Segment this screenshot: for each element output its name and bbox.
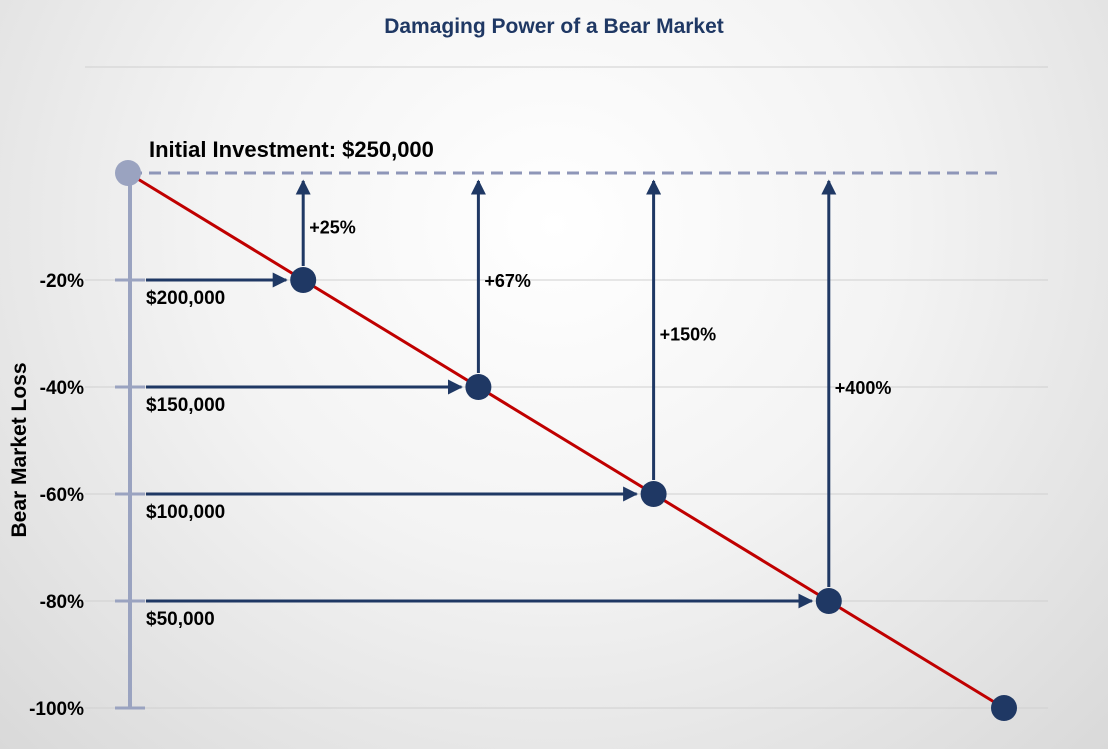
y-tick-labels: -20% -40% -60% -80% -100%: [29, 271, 84, 720]
recovery-label: +150%: [660, 325, 717, 345]
y-tick-label: -80%: [40, 592, 84, 613]
recovery-label: +67%: [484, 271, 531, 291]
value-label: $200,000: [146, 288, 225, 309]
y-axis-label: Bear Market Loss: [8, 362, 31, 537]
end-point: [991, 695, 1017, 721]
value-label: $100,000: [146, 502, 225, 523]
y-tick-label: -60%: [40, 485, 84, 506]
chart-title: Damaging Power of a Bear Market: [384, 15, 724, 38]
data-point: [465, 374, 492, 400]
start-point: [115, 160, 141, 186]
recovery-label: +25%: [309, 218, 356, 238]
value-label: $150,000: [146, 395, 225, 416]
value-label: $50,000: [146, 609, 215, 630]
data-point: [815, 588, 842, 614]
loss-line: [127, 171, 1005, 710]
data-point: [640, 481, 667, 507]
y-tick-label: -20%: [40, 271, 84, 292]
initial-investment-label: Initial Investment: $250,000: [149, 137, 434, 162]
recovery-label: +400%: [835, 378, 892, 398]
y-tick-label: -100%: [29, 699, 84, 720]
y-tick-label: -40%: [40, 378, 84, 399]
value-axis: [115, 173, 145, 710]
chart-marks: $200,000 +25% $150,000 +67% $100,000 +150% $50…: [115, 160, 1017, 721]
data-point: [290, 267, 317, 293]
